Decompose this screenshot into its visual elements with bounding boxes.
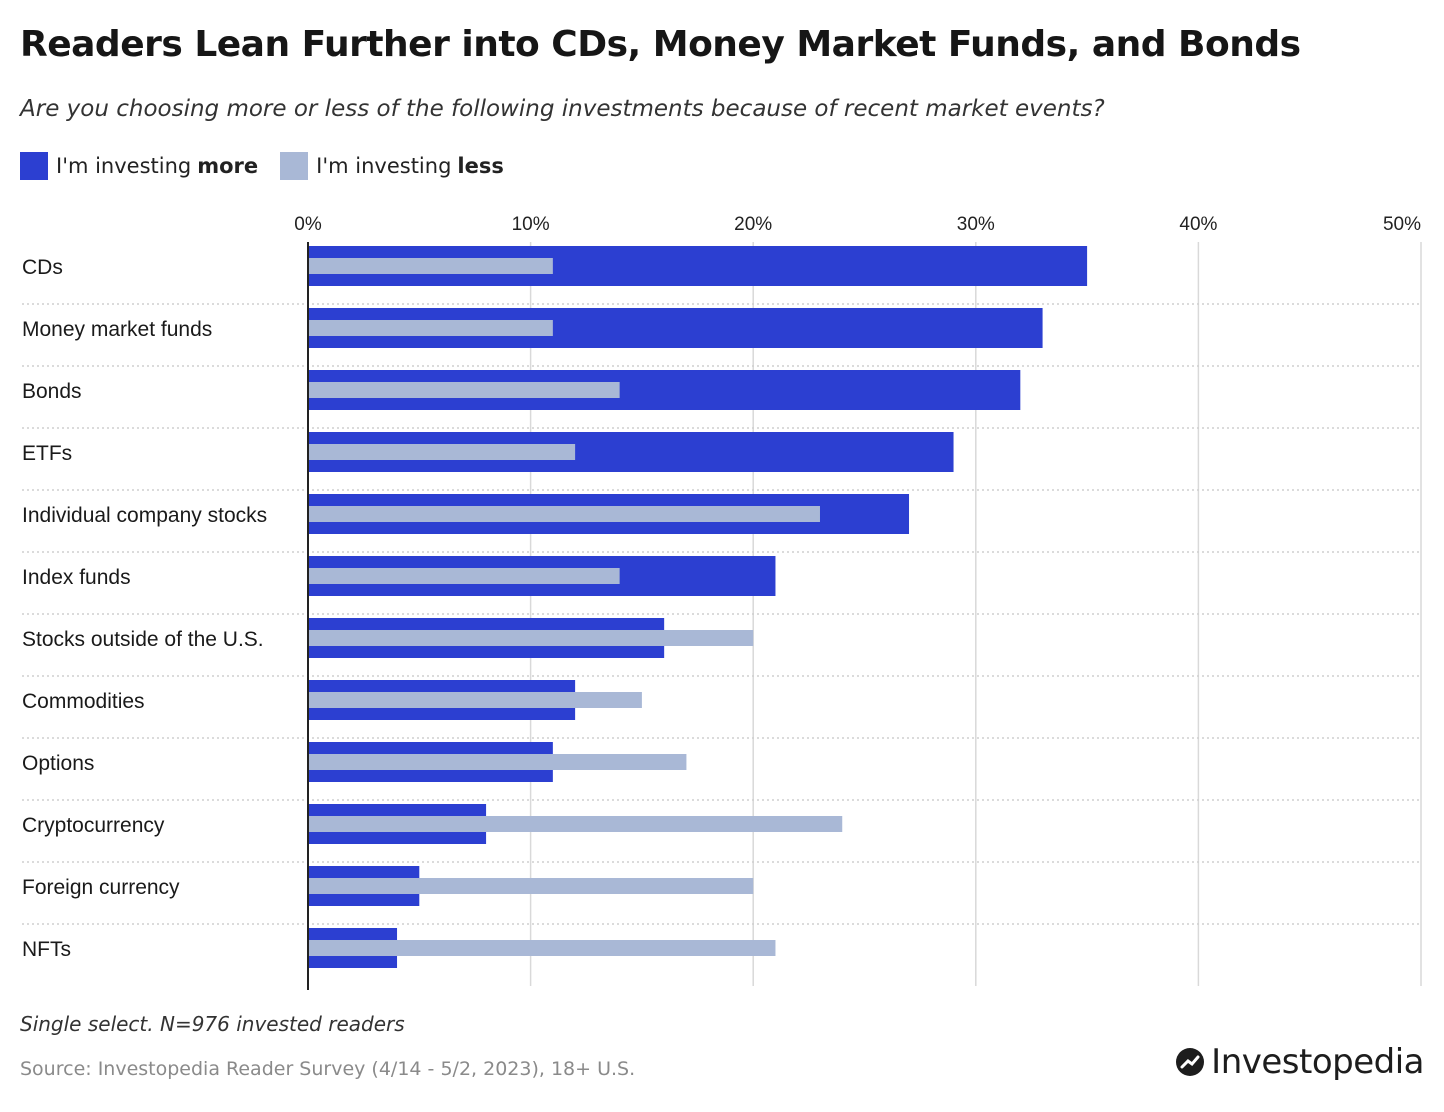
footnote: Single select. N=976 invested readers [20, 1012, 405, 1036]
category-label: Index funds [22, 566, 131, 589]
bar-less-4 [308, 444, 576, 460]
category-label: Money market funds [22, 318, 212, 341]
bar-less-10 [308, 816, 843, 832]
legend-item-more: I'm investing more [20, 152, 258, 180]
source-note: Source: Investopedia Reader Survey (4/14… [20, 1058, 636, 1080]
x-tick-label: 50% [1383, 214, 1421, 235]
bar-less-5 [308, 506, 820, 522]
category-label: Cryptocurrency [22, 814, 165, 837]
legend-swatch-less [280, 152, 309, 180]
bar-less-7 [308, 630, 754, 646]
category-label: CDs [22, 256, 63, 279]
bar-less-2 [308, 320, 553, 336]
category-label: Options [22, 752, 94, 775]
legend-swatch-more [20, 152, 48, 180]
x-tick-label: 30% [957, 214, 995, 235]
legend-label-less-prefix: I'm investing [316, 154, 452, 178]
bar-chart: 0% 10% 20% 30% 40% 50% CDs Money market funds Bo… [22, 214, 1422, 990]
bar-less-1 [308, 258, 553, 274]
category-label: NFTs [22, 938, 71, 961]
bar-less-8 [308, 692, 642, 708]
investopedia-logo-icon [1176, 1048, 1205, 1076]
legend-label-more-prefix: I'm investing [56, 154, 192, 178]
bar-less-3 [308, 382, 620, 398]
legend-item-less: I'm investing less [280, 152, 504, 180]
legend-label-less-bold: less [457, 154, 504, 178]
bar-less-11 [308, 878, 754, 894]
x-tick-label: 10% [512, 214, 550, 235]
category-label: Individual company stocks [22, 504, 267, 527]
category-label: Foreign currency [22, 876, 180, 899]
category-label: Bonds [22, 380, 82, 403]
legend: I'm investing more I'm investing less [20, 152, 526, 180]
bar-less-12 [308, 940, 776, 956]
x-tick-label: 20% [734, 214, 772, 235]
brand-logo: Investopedia [1175, 1042, 1424, 1082]
category-label: ETFs [22, 442, 72, 465]
bar-less-6 [308, 568, 620, 584]
brand-name: Investopedia [1211, 1042, 1424, 1082]
x-tick-label: 40% [1179, 214, 1217, 235]
category-label: Commodities [22, 690, 145, 713]
x-tick-label: 0% [294, 214, 322, 235]
category-label: Stocks outside of the U.S. [22, 628, 264, 651]
bar-less-9 [308, 754, 687, 770]
legend-label-more-bold: more [197, 154, 259, 178]
chart-subtitle: Are you choosing more or less of the fol… [20, 96, 1105, 122]
chart-title: Readers Lean Further into CDs, Money Mar… [20, 24, 1301, 65]
